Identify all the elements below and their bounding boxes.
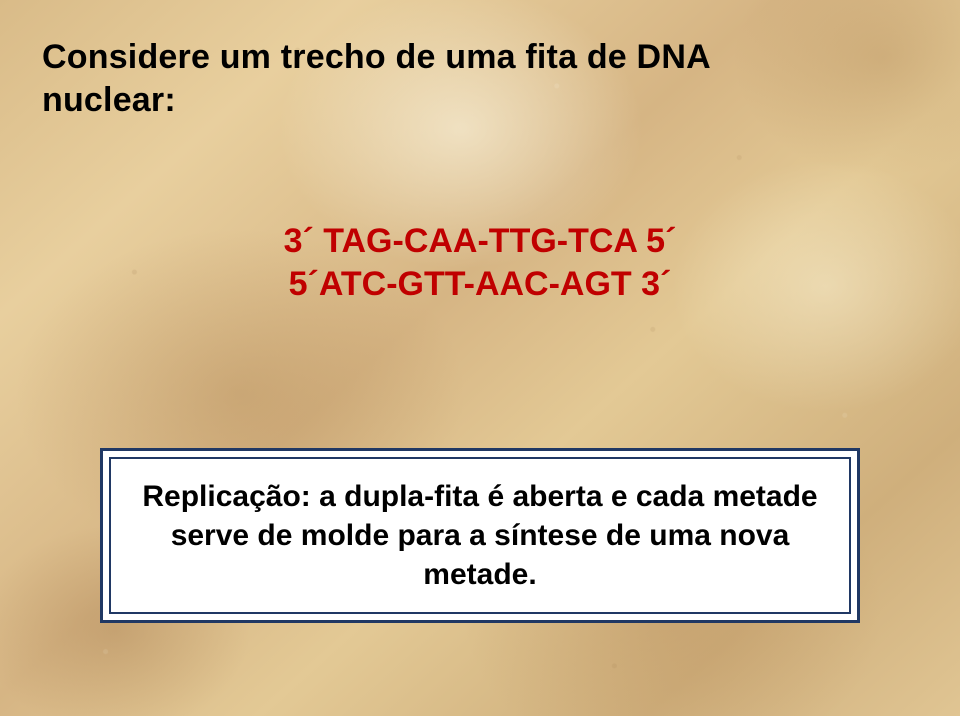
title-line-1: Considere um trecho de uma fita de DNA — [42, 38, 711, 76]
callout-text: Replicação: a dupla-fita é aberta e cada… — [142, 480, 817, 591]
callout-strong: Replicação: — [142, 480, 310, 513]
dna-sequence-line-2: 5´ATC-GTT-AAC-AGT 3´ — [0, 263, 960, 306]
dna-sequence-block: 3´ TAG-CAA-TTG-TCA 5´ 5´ATC-GTT-AAC-AGT … — [0, 220, 960, 305]
callout-inner: Replicação: a dupla-fita é aberta e cada… — [109, 457, 851, 614]
title-line-2: nuclear: — [42, 81, 176, 119]
dna-sequence-line-1: 3´ TAG-CAA-TTG-TCA 5´ — [0, 220, 960, 263]
slide-title: Considere um trecho de uma fita de DNA n… — [42, 36, 918, 121]
slide: Considere um trecho de uma fita de DNA n… — [0, 0, 960, 716]
callout-outer-border: Replicação: a dupla-fita é aberta e cada… — [100, 448, 860, 623]
callout-box: Replicação: a dupla-fita é aberta e cada… — [100, 448, 860, 623]
